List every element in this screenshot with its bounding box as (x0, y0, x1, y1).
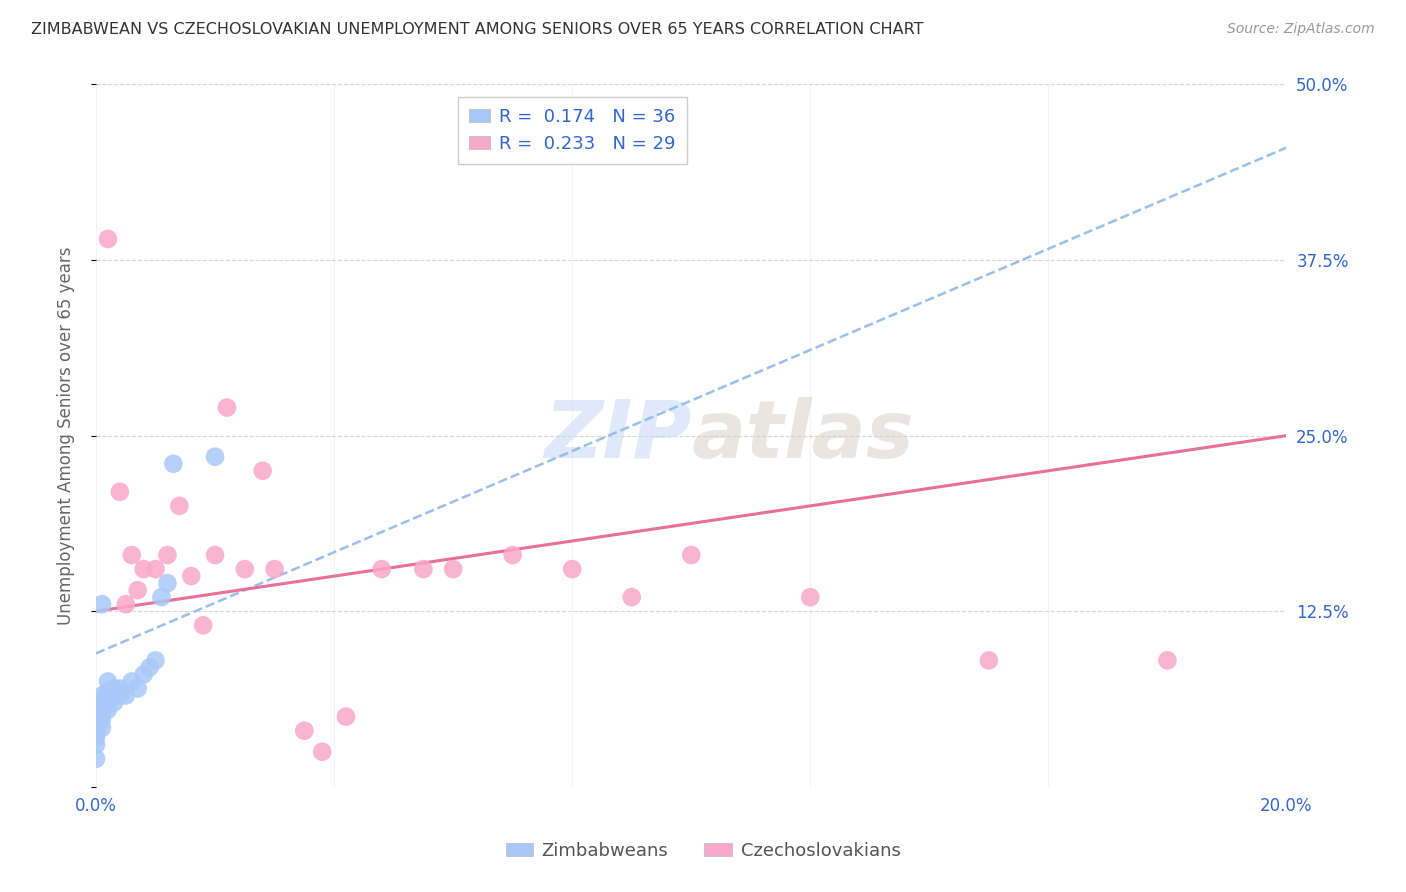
Point (162, 457, 184, 471)
Point (91, 689, 114, 703)
Point (150, 590, 173, 604)
Point (84, 716, 107, 731)
Text: ZIP: ZIP (544, 397, 692, 475)
Point (799, 590, 821, 604)
Point (156, 576, 179, 591)
Point (681, 548, 703, 562)
Point (263, 562, 285, 576)
Text: ZIMBABWEAN VS CZECHOSLOVAKIAN UNEMPLOYMENT AMONG SENIORS OVER 65 YEARS CORRELATI: ZIMBABWEAN VS CZECHOSLOVAKIAN UNEMPLOYME… (31, 22, 924, 37)
Point (97, 702, 120, 716)
Point (1156, 653, 1178, 667)
Point (370, 562, 392, 576)
Point (233, 562, 256, 576)
Point (84, 723, 107, 738)
Y-axis label: Unemployment Among Seniors over 65 years: Unemployment Among Seniors over 65 years (58, 246, 75, 625)
Point (103, 681, 125, 696)
Point (335, 709, 357, 723)
Point (311, 745, 333, 759)
Point (91, 698, 114, 713)
Point (180, 569, 202, 583)
Point (191, 618, 214, 632)
Legend: Zimbabweans, Czechoslovakians: Zimbabweans, Czechoslovakians (498, 835, 908, 867)
Point (91, 597, 114, 611)
Point (127, 583, 149, 598)
Point (215, 401, 238, 415)
Point (84, 709, 107, 723)
Point (292, 723, 315, 738)
Point (103, 689, 125, 703)
Point (84, 731, 107, 745)
Point (441, 562, 464, 576)
Point (132, 562, 155, 576)
Point (138, 660, 160, 674)
Point (84, 726, 107, 740)
Point (97, 674, 120, 689)
Point (91, 696, 114, 710)
Point (84, 738, 107, 752)
Legend: R =  0.174   N = 36, R =  0.233   N = 29: R = 0.174 N = 36, R = 0.233 N = 29 (458, 97, 686, 163)
Point (156, 548, 179, 562)
Point (412, 562, 434, 576)
Point (252, 464, 274, 478)
Point (121, 674, 143, 689)
Point (97, 684, 120, 698)
Point (127, 681, 149, 696)
Point (91, 713, 114, 727)
Point (91, 721, 114, 735)
Point (108, 681, 131, 696)
Point (97, 232, 120, 246)
Point (114, 597, 136, 611)
Point (121, 548, 143, 562)
Point (502, 548, 524, 562)
Point (132, 667, 155, 681)
Point (108, 484, 131, 499)
Point (204, 548, 226, 562)
Point (977, 653, 1000, 667)
Point (97, 689, 120, 703)
Point (169, 499, 191, 513)
Point (561, 562, 583, 576)
Text: atlas: atlas (692, 397, 914, 475)
Point (114, 689, 136, 703)
Point (84, 752, 107, 766)
Point (620, 590, 643, 604)
Point (97, 696, 120, 710)
Point (91, 702, 114, 716)
Point (145, 562, 167, 576)
Point (84, 721, 107, 735)
Point (91, 706, 114, 721)
Text: Source: ZipAtlas.com: Source: ZipAtlas.com (1227, 22, 1375, 37)
Point (145, 653, 167, 667)
Point (103, 696, 125, 710)
Point (204, 450, 226, 464)
Point (108, 689, 131, 703)
